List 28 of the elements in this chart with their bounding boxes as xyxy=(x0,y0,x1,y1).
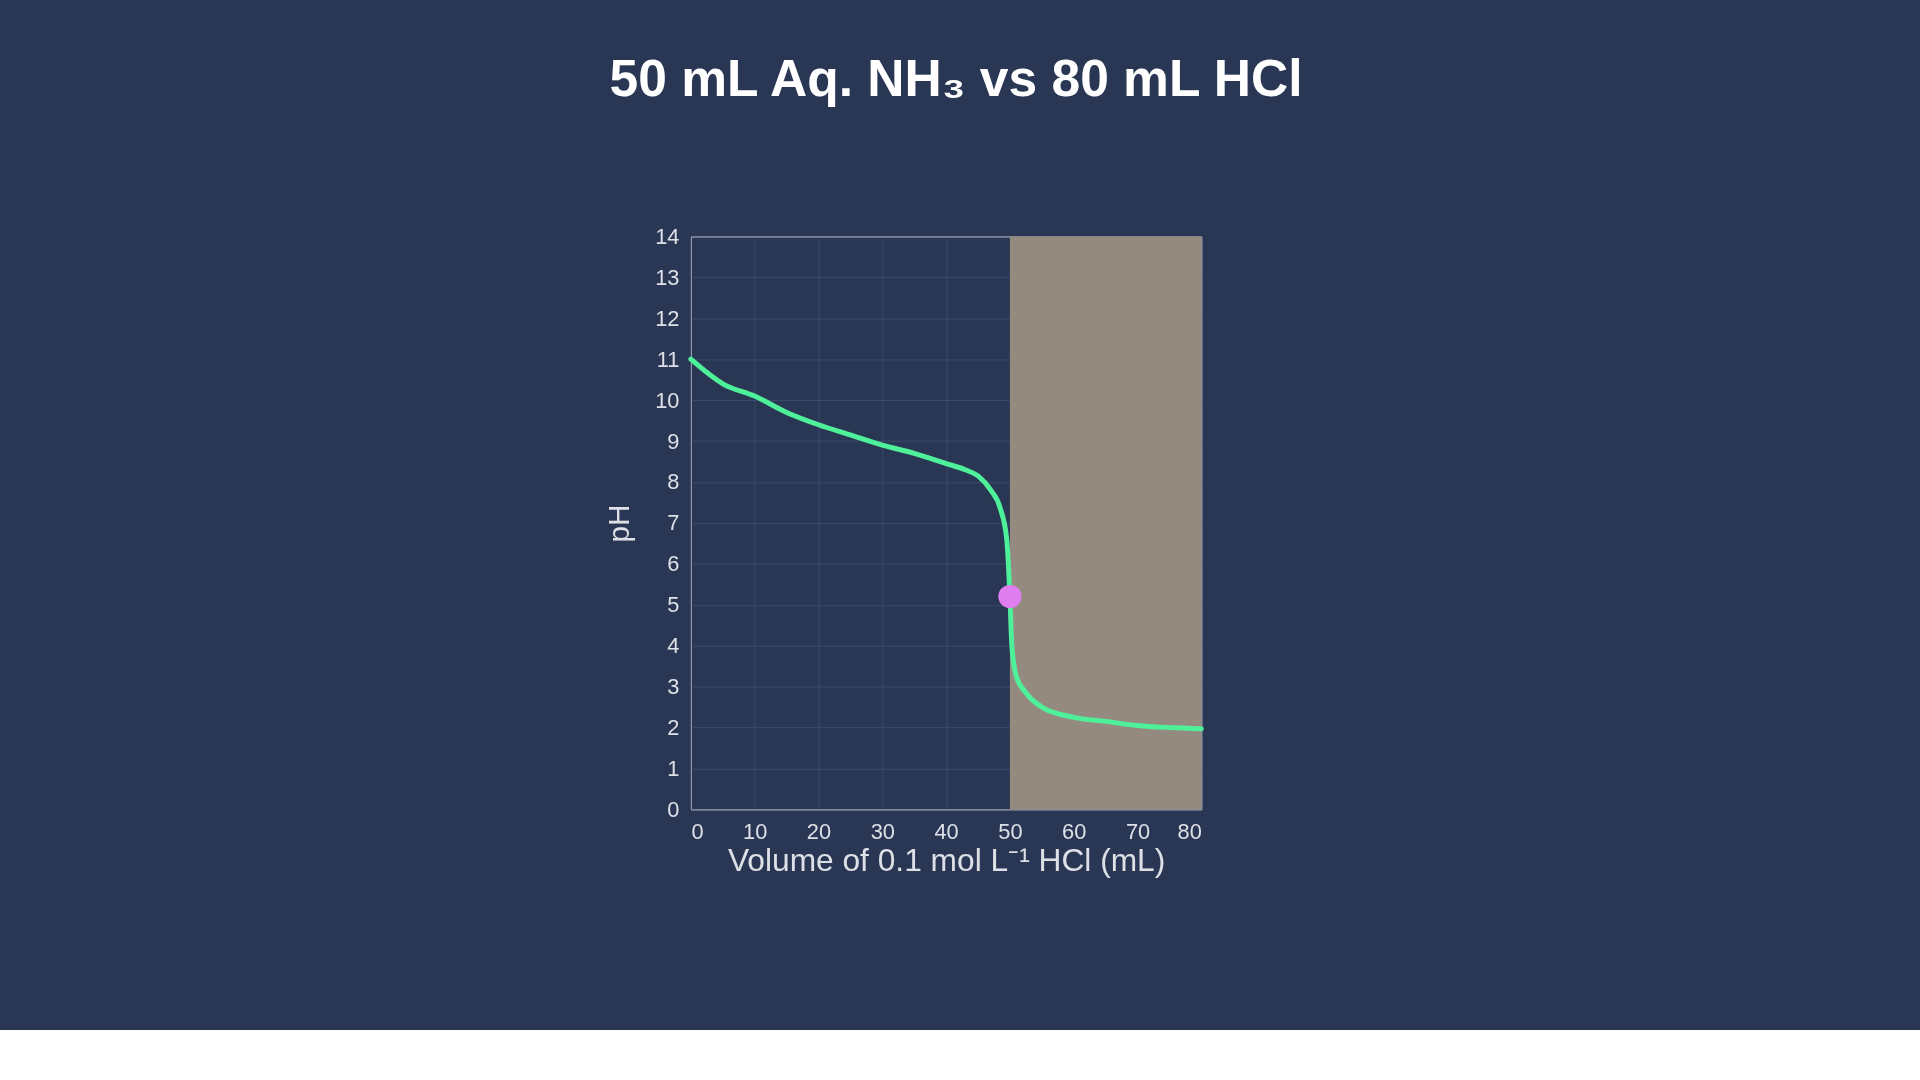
x-tick-label: 10 xyxy=(743,818,768,844)
y-tick-label: 13 xyxy=(655,264,680,290)
y-tick-label: 11 xyxy=(656,346,680,372)
x-tick-label: 80 xyxy=(1177,818,1202,844)
y-tick-label: 9 xyxy=(667,428,680,454)
x-tick-label: 50 xyxy=(998,818,1023,844)
y-tick-label: 7 xyxy=(667,510,680,536)
y-axis-title: pH xyxy=(602,504,636,543)
y-tick-label: 12 xyxy=(655,305,680,331)
y-tick-label: 5 xyxy=(667,592,680,618)
x-tick-label: 40 xyxy=(934,818,959,844)
y-tick-label: 4 xyxy=(667,633,680,659)
x-tick-label: 70 xyxy=(1125,818,1151,844)
y-tick-label: 1 xyxy=(667,755,680,781)
x-axis-title: Volume of 0.1 mol L⁻¹ HCl (mL) xyxy=(727,842,1166,879)
x-tick-label: 20 xyxy=(806,818,832,844)
y-tick-label: 8 xyxy=(667,469,680,495)
y-tick-label: 0 xyxy=(667,796,680,822)
y-tick-label: 14 xyxy=(655,223,680,249)
chart-title: 50 mL Aq. NH₃ vs 80 mL HCl xyxy=(609,48,1303,107)
y-tick-label: 2 xyxy=(667,714,680,740)
line-series xyxy=(688,356,1204,732)
x-tick-label: 0 xyxy=(691,818,704,844)
x-tick-label: 30 xyxy=(870,818,895,844)
y-tick-label: 10 xyxy=(655,387,680,413)
y-tick-label: 3 xyxy=(667,674,680,700)
y-tick-label: 6 xyxy=(667,551,680,577)
x-tick-label: 60 xyxy=(1062,818,1087,844)
